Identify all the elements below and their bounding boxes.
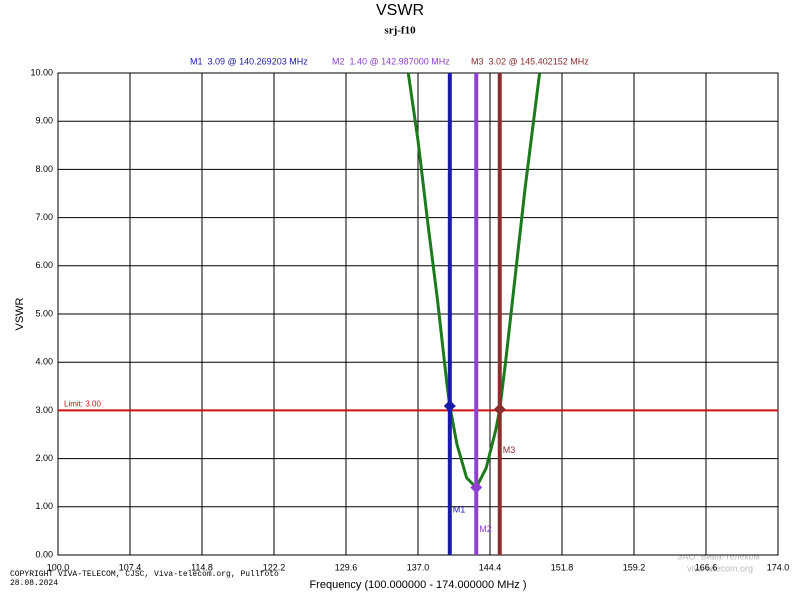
y-tick-label: 1.00 xyxy=(35,501,53,511)
x-tick-label: 159.2 xyxy=(623,562,646,572)
marker-readout: M1 3.09 @ 140.269203 MHz xyxy=(190,56,308,66)
chart-subtitle: srj-f10 xyxy=(384,25,416,37)
chart-title: VSWR xyxy=(376,2,424,19)
marker-readout: M2 1.40 @ 142.987000 MHz xyxy=(332,56,450,66)
y-tick-label: 4.00 xyxy=(35,357,53,367)
marker-point xyxy=(443,400,456,413)
y-tick-label: 5.00 xyxy=(35,308,53,318)
x-tick-label: 166.6 xyxy=(695,562,718,572)
watermark: ЗАО "Вива-Телеком" xyxy=(677,551,763,561)
x-tick-label: 129.6 xyxy=(335,562,358,572)
x-tick-label: 137.0 xyxy=(407,562,430,572)
x-tick-label: 144.4 xyxy=(479,562,502,572)
copyright: COPYRIGHT VIVA-TELECOM, CJSC, Viva-telec… xyxy=(10,570,279,579)
y-tick-label: 2.00 xyxy=(35,453,53,463)
marker-point xyxy=(470,481,483,494)
limit-label: Limit: 3.00 xyxy=(64,400,101,409)
marker-readout: M3 3.02 @ 145.402152 MHz xyxy=(471,56,589,66)
marker-point xyxy=(493,403,506,416)
date: 28.08.2024 xyxy=(10,579,58,588)
y-tick-label: 3.00 xyxy=(35,405,53,415)
x-tick-label: 151.8 xyxy=(551,562,574,572)
marker-label: M3 xyxy=(503,445,516,455)
x-tick-label: 174.0 xyxy=(767,562,790,572)
x-tick-label: 107.4 xyxy=(119,562,142,572)
y-tick-label: 8.00 xyxy=(35,164,53,174)
y-tick-label: 7.00 xyxy=(35,212,53,222)
x-tick-label: 114.8 xyxy=(191,562,213,572)
x-axis-label: Frequency (100.000000 - 174.000000 MHz ) xyxy=(309,579,526,591)
y-axis-label: VSWR xyxy=(14,297,26,330)
x-tick-label: 122.2 xyxy=(263,562,286,572)
marker-label: M2 xyxy=(479,524,492,534)
y-tick-label: 6.00 xyxy=(35,260,53,270)
y-tick-label: 9.00 xyxy=(35,116,53,126)
x-tick-label: 100.0 xyxy=(47,562,70,572)
y-tick-label: 10.00 xyxy=(30,67,53,77)
marker-label: M1 xyxy=(453,504,466,514)
y-tick-label: 0.00 xyxy=(35,549,53,559)
watermark: viva-telecom.org xyxy=(687,563,753,573)
